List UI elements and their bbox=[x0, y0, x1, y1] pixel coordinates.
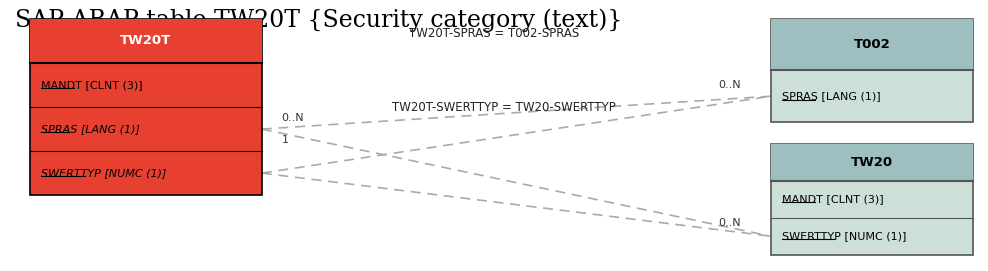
Text: SPRAS [LANG (1)]: SPRAS [LANG (1)] bbox=[41, 124, 140, 134]
Text: TW20T-SPRAS = T002-SPRAS: TW20T-SPRAS = T002-SPRAS bbox=[409, 27, 579, 40]
Text: SWERTTYP [NUMC (1)]: SWERTTYP [NUMC (1)] bbox=[41, 168, 167, 178]
Text: SAP ABAP table TW20T {Security category (text)}: SAP ABAP table TW20T {Security category … bbox=[15, 8, 622, 32]
Bar bbox=[771, 144, 973, 255]
Text: SWERTTYP [NUMC (1)]: SWERTTYP [NUMC (1)] bbox=[782, 231, 907, 241]
Text: 1: 1 bbox=[282, 135, 288, 145]
Text: T002: T002 bbox=[854, 38, 890, 51]
Bar bbox=[30, 19, 262, 195]
Text: SPRAS [LANG (1)]: SPRAS [LANG (1)] bbox=[782, 91, 881, 101]
Bar bbox=[771, 19, 973, 122]
Text: TW20T-SWERTTYP = TW20-SWERTTYP: TW20T-SWERTTYP = TW20-SWERTTYP bbox=[392, 101, 616, 114]
Text: 0..N: 0..N bbox=[718, 80, 741, 90]
Text: 0..N: 0..N bbox=[718, 218, 741, 228]
Text: 0..N: 0..N bbox=[282, 113, 304, 123]
Text: MANDT [CLNT (3)]: MANDT [CLNT (3)] bbox=[41, 80, 143, 90]
Bar bbox=[771, 19, 973, 70]
Bar bbox=[30, 19, 262, 63]
Text: MANDT [CLNT (3)]: MANDT [CLNT (3)] bbox=[782, 194, 884, 204]
Bar bbox=[771, 144, 973, 181]
Text: TW20: TW20 bbox=[851, 156, 893, 169]
Text: TW20T: TW20T bbox=[121, 34, 171, 47]
